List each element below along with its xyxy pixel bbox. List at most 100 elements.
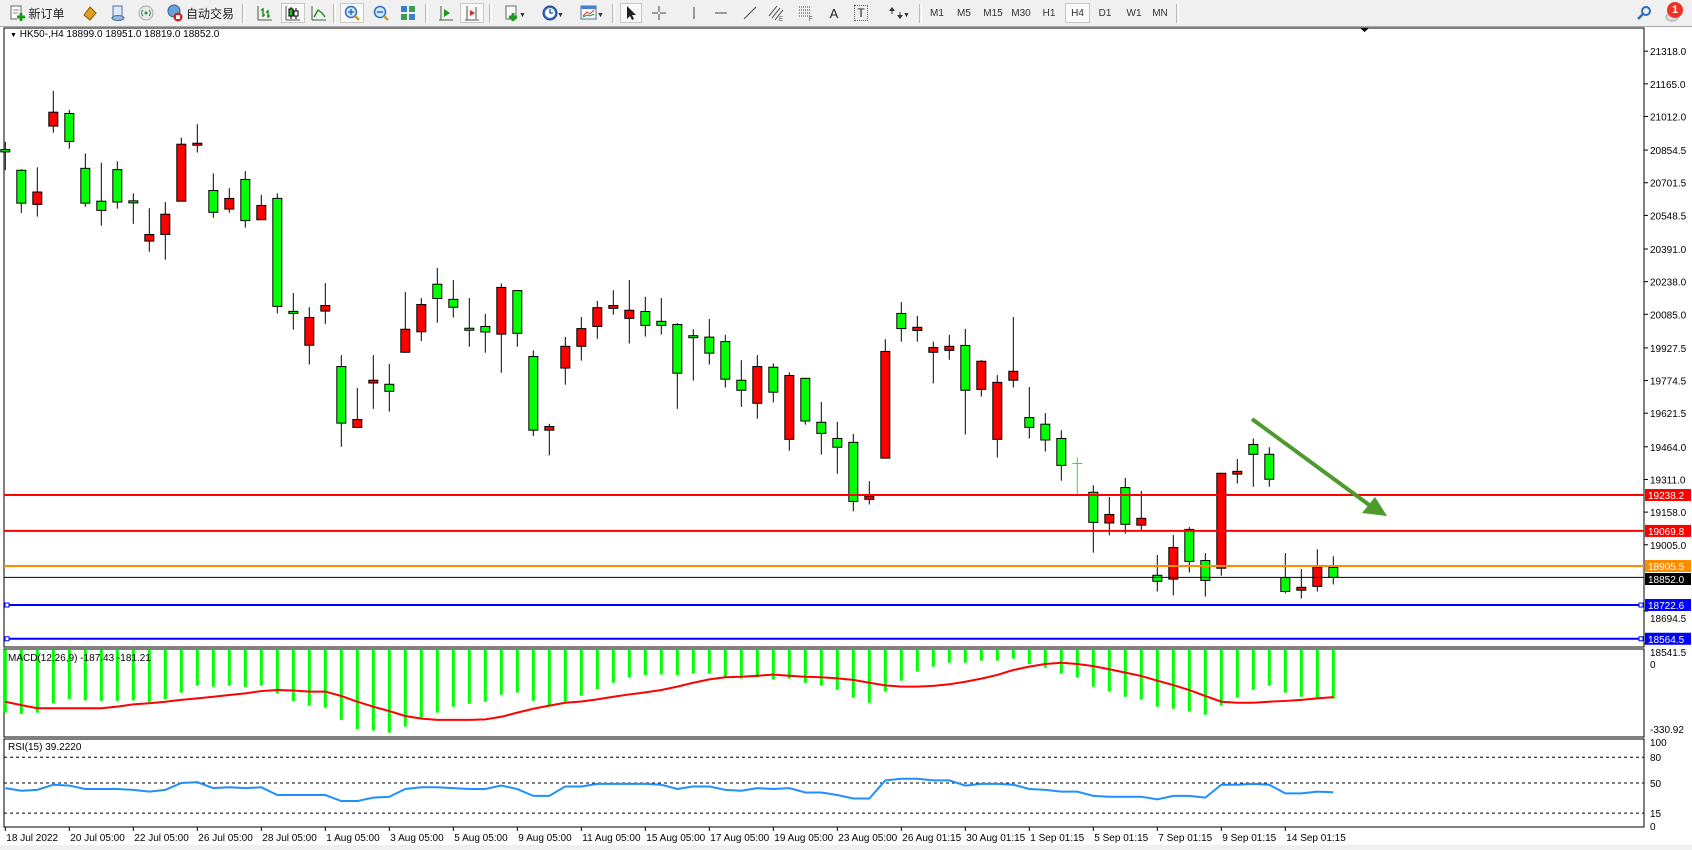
text-icon: A <box>829 5 839 21</box>
timeframe-m1[interactable]: M1 <box>930 7 944 19</box>
history-button[interactable] <box>80 3 100 23</box>
macd-histogram-bar <box>451 650 455 707</box>
level-price-label-bg <box>1645 632 1691 645</box>
timeframe-m15[interactable]: M15 <box>983 7 1003 19</box>
signals-button[interactable] <box>136 3 156 23</box>
line-chart-icon <box>311 6 326 21</box>
bull-candle-body <box>320 305 331 312</box>
horizontal-line-icon <box>715 12 727 14</box>
market-watch-button[interactable] <box>108 3 128 23</box>
vertical-line-icon <box>693 7 695 19</box>
timeframe-m5[interactable]: M5 <box>957 7 971 19</box>
timeframe-d1[interactable]: D1 <box>1098 7 1112 19</box>
equidistant-channel-icon: E <box>768 5 784 22</box>
macd-histogram-bar <box>1187 650 1191 712</box>
bull-candle-body <box>496 286 507 335</box>
arrows-icon <box>889 7 903 19</box>
bull-candle-body <box>304 316 315 346</box>
bull-candle-body <box>624 309 635 319</box>
macd-label: MACD(12,26,9) -187.43 -181.21 <box>8 653 151 664</box>
macd-histogram-bar <box>851 650 855 698</box>
macd-histogram-bar <box>131 650 135 701</box>
bear-candle-body <box>640 311 651 326</box>
level-price-label: 18564.5 <box>1648 635 1685 646</box>
timeframe-h1[interactable]: H1 <box>1042 7 1056 19</box>
trendline-button[interactable] <box>739 3 761 23</box>
candle-body <box>192 142 203 146</box>
status-bar <box>0 845 1692 850</box>
time-axis-label: 15 Aug 05:00 <box>646 833 705 844</box>
timeframe-h4[interactable]: H4 <box>1065 3 1090 23</box>
timeframe-mn[interactable]: MN <box>1152 7 1168 19</box>
chart-menu-triangle-icon[interactable]: ▼ <box>10 32 17 39</box>
new-order-button[interactable]: 新订单 <box>4 3 70 23</box>
candle-body <box>1296 586 1307 591</box>
bear-candle-body <box>672 324 683 374</box>
time-axis-label: 18 Jul 2022 <box>6 833 58 844</box>
price-axis-label: 20238.0 <box>1650 278 1687 289</box>
text-label-button[interactable]: T <box>850 3 872 23</box>
macd-histogram-bar <box>579 650 583 696</box>
toolbar-separator <box>425 4 428 23</box>
macd-histogram-bar <box>467 650 471 704</box>
macd-histogram-bar <box>595 650 599 689</box>
bear-candle-body <box>96 200 107 211</box>
time-axis-label: 1 Sep 01:15 <box>1030 833 1084 844</box>
level-price-label-bg <box>1645 524 1691 537</box>
line-chart-button[interactable] <box>308 3 330 23</box>
time-axis-label: 5 Sep 01:15 <box>1094 833 1148 844</box>
templates-dropdown[interactable]: ▼ <box>573 3 605 23</box>
bull-candle-body <box>1312 566 1323 587</box>
chart-shift-button[interactable] <box>460 3 484 23</box>
price-axis-label: 20391.0 <box>1650 245 1687 256</box>
new-order-icon <box>10 5 26 21</box>
auto-trading-button[interactable]: 自动交易 <box>163 3 237 23</box>
level-handle-icon <box>4 636 10 642</box>
zoom-in-button[interactable] <box>340 3 364 23</box>
macd-histogram-bar <box>387 650 391 733</box>
chevron-down-icon: ▼ <box>903 12 910 19</box>
macd-histogram-bar <box>931 650 935 667</box>
periods-dropdown[interactable]: ▼ <box>535 3 565 23</box>
arrows-dropdown[interactable]: ▼ <box>880 3 912 23</box>
macd-histogram-bar <box>179 650 183 693</box>
bear-candle-body <box>336 366 347 424</box>
toolbar-separator <box>242 4 245 23</box>
autoscroll-button[interactable] <box>435 3 457 23</box>
bear-candle-body <box>1280 577 1291 592</box>
bear-candle-body <box>80 167 91 204</box>
bull-candle-body <box>544 426 555 431</box>
bull-candle-body <box>608 305 619 309</box>
notification-count-badge[interactable]: 1 <box>1667 2 1683 18</box>
bar-chart-button[interactable] <box>254 3 276 23</box>
bull-candle-body <box>352 418 363 428</box>
bar-chart-icon <box>257 6 272 21</box>
rsi-axis-label: 100 <box>1650 738 1667 749</box>
macd-histogram-bar <box>19 650 23 714</box>
cursor-button[interactable] <box>620 3 642 23</box>
fibonacci-button[interactable]: F <box>795 3 817 23</box>
price-axis-label: 19774.5 <box>1650 377 1687 388</box>
indicators-dropdown[interactable]: ▼ <box>497 3 527 23</box>
timeframe-w1[interactable]: W1 <box>1126 7 1142 19</box>
macd-histogram-bar <box>323 650 327 708</box>
vertical-line-button[interactable] <box>683 3 705 23</box>
zoom-out-button[interactable] <box>370 3 392 23</box>
search-button[interactable] <box>1634 3 1654 23</box>
candlestick-button[interactable] <box>281 3 305 23</box>
bear-candle-body <box>272 197 283 307</box>
chevron-down-icon: ▼ <box>557 12 564 19</box>
text-button[interactable]: A <box>823 3 845 23</box>
bear-candle-body <box>816 421 827 434</box>
horizontal-line-button[interactable] <box>710 3 732 23</box>
timeframe-m30[interactable]: M30 <box>1011 7 1031 19</box>
level-price-label: 18905.5 <box>1648 562 1685 573</box>
tile-windows-button[interactable] <box>397 3 419 23</box>
macd-histogram-bar <box>147 650 151 703</box>
equidistant-channel-button[interactable]: E <box>765 3 787 23</box>
crosshair-button[interactable] <box>648 3 670 23</box>
macd-histogram-bar <box>371 650 375 731</box>
main-pane <box>3 27 1645 648</box>
price-axis-label: 18694.5 <box>1650 614 1687 625</box>
